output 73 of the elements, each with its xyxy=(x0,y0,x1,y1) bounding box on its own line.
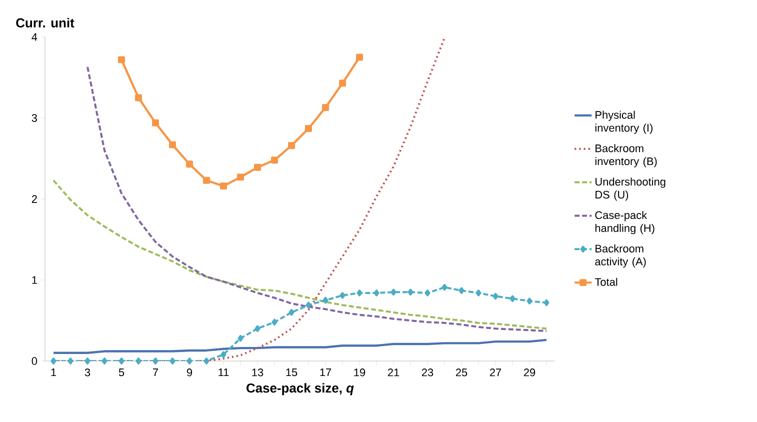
point xyxy=(356,290,362,296)
x-tick-label: 19 xyxy=(354,368,366,376)
point xyxy=(237,174,244,181)
x-tick-label: 5 xyxy=(118,368,124,376)
point xyxy=(84,358,90,364)
x-tick-label: 1 xyxy=(51,368,56,376)
point xyxy=(254,164,261,171)
x-tick-label: 25 xyxy=(456,368,468,376)
point xyxy=(510,295,516,302)
point xyxy=(220,351,226,358)
point xyxy=(203,176,210,184)
point xyxy=(424,290,430,296)
point xyxy=(152,119,159,126)
point xyxy=(136,358,142,364)
legend-label: Physical inventory (I) xyxy=(595,110,652,134)
point xyxy=(476,290,482,296)
legend-label: Undershooting DS (U) xyxy=(596,178,666,201)
point xyxy=(272,318,278,326)
point xyxy=(169,141,176,148)
point xyxy=(458,287,464,294)
y-tick-label: 3 xyxy=(32,114,37,122)
legend-label: Case-pack handling (H) xyxy=(595,210,654,234)
point xyxy=(254,325,260,332)
point xyxy=(322,296,328,304)
legend-label: Total xyxy=(594,278,618,286)
point xyxy=(204,358,210,364)
x-tick-label: 23 xyxy=(422,368,434,376)
x-axis-title: Case-pack size, q xyxy=(246,383,354,396)
point xyxy=(408,288,414,296)
point xyxy=(322,104,329,111)
point xyxy=(340,292,346,299)
x-tick-label: 9 xyxy=(186,368,192,376)
point xyxy=(288,142,295,150)
point xyxy=(356,54,363,61)
x-tick-label: 7 xyxy=(153,368,158,376)
point xyxy=(305,125,312,132)
point xyxy=(118,358,124,364)
x-tick-label: 29 xyxy=(524,368,536,376)
point xyxy=(492,292,498,300)
point xyxy=(220,182,227,190)
point xyxy=(374,290,380,296)
point xyxy=(306,302,312,308)
point xyxy=(186,160,193,168)
point xyxy=(135,94,142,102)
point xyxy=(271,156,278,164)
point xyxy=(526,298,532,304)
y-tick-label: 1 xyxy=(32,276,37,284)
point xyxy=(288,309,294,316)
x-tick-label: 17 xyxy=(320,368,332,376)
point xyxy=(390,288,396,296)
x-tick-label: 27 xyxy=(490,368,502,376)
point xyxy=(68,358,74,364)
point xyxy=(152,358,158,364)
y-axis-title: Curr. unit xyxy=(16,18,74,28)
point xyxy=(442,284,448,291)
point xyxy=(186,358,192,364)
legend-label: Backroom activity (A) xyxy=(595,244,646,268)
y-tick-label: 0 xyxy=(32,357,38,365)
point xyxy=(544,299,550,306)
point xyxy=(102,358,108,364)
point xyxy=(339,80,346,87)
x-tick-label: 3 xyxy=(84,368,90,376)
point xyxy=(118,56,125,64)
y-tick-label: 4 xyxy=(32,33,38,41)
x-tick-label: 11 xyxy=(218,368,229,376)
legend-label: Backroom inventory (B) xyxy=(595,144,657,168)
y-tick-label: 2 xyxy=(32,195,37,203)
point xyxy=(238,334,244,342)
point xyxy=(50,358,56,364)
x-tick-label: 21 xyxy=(388,368,400,376)
x-tick-label: 13 xyxy=(252,368,264,376)
point xyxy=(170,358,176,364)
x-tick-label: 15 xyxy=(286,368,298,376)
